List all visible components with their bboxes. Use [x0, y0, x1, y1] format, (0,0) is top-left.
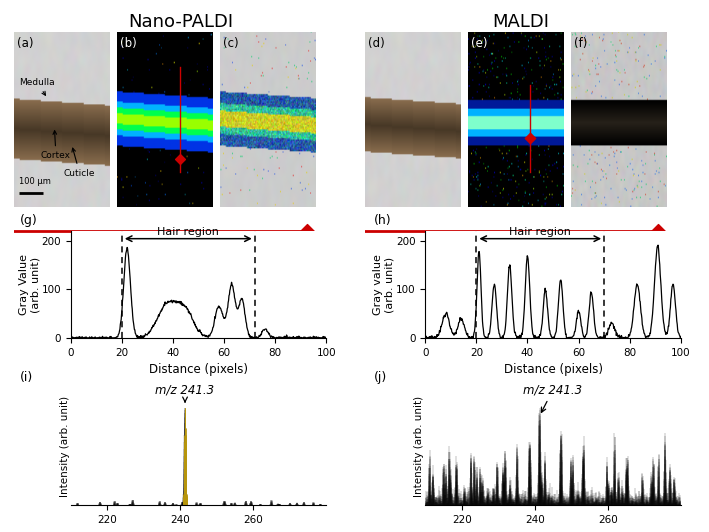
X-axis label: m/z: m/z [188, 531, 209, 532]
X-axis label: Distance (pixels): Distance (pixels) [149, 363, 248, 376]
Text: (b): (b) [120, 37, 137, 50]
Text: Medulla: Medulla [19, 78, 55, 95]
Point [652, 227, 664, 236]
Text: (f): (f) [574, 37, 587, 50]
Text: Hair region: Hair region [157, 227, 219, 237]
Text: MALDI: MALDI [493, 13, 549, 31]
Y-axis label: Intensity (arb. unit): Intensity (arb. unit) [414, 396, 424, 497]
Text: (i): (i) [20, 371, 33, 384]
X-axis label: m/z: m/z [542, 531, 564, 532]
Y-axis label: Intensity (arb. unit): Intensity (arb. unit) [60, 396, 69, 497]
Point [174, 155, 185, 163]
Text: (g): (g) [20, 214, 38, 227]
Text: m/z 241.3: m/z 241.3 [155, 383, 215, 402]
Point [525, 134, 536, 142]
Text: Cuticle: Cuticle [64, 148, 96, 178]
Y-axis label: Gray Value
(arb. unit): Gray Value (arb. unit) [18, 254, 40, 315]
Text: (a): (a) [17, 37, 33, 50]
Text: (j): (j) [374, 371, 388, 384]
Text: Cortex: Cortex [41, 131, 71, 160]
Text: (c): (c) [223, 37, 238, 50]
Text: (e): (e) [471, 37, 487, 50]
Text: 100 μm: 100 μm [19, 177, 51, 186]
Point [301, 227, 313, 236]
Text: Nano-PALDI: Nano-PALDI [128, 13, 233, 31]
Text: Hair region: Hair region [509, 227, 571, 237]
Y-axis label: Gray value
(arb. unit): Gray value (arb. unit) [373, 254, 395, 315]
Text: m/z 241.3: m/z 241.3 [523, 383, 583, 412]
X-axis label: Distance (pixels): Distance (pixels) [503, 363, 603, 376]
Text: (h): (h) [374, 214, 392, 227]
Text: (d): (d) [368, 37, 385, 50]
